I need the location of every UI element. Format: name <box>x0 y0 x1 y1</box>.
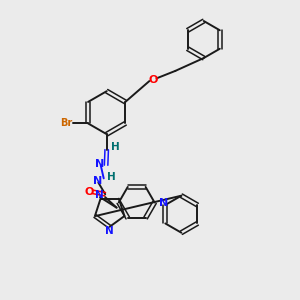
Text: N: N <box>105 226 114 236</box>
Text: O: O <box>148 75 158 85</box>
Text: N: N <box>95 190 103 200</box>
Text: N: N <box>92 176 102 186</box>
Text: N: N <box>159 199 169 208</box>
Text: H: H <box>111 142 119 152</box>
Text: N: N <box>95 159 104 169</box>
Text: O: O <box>84 187 94 197</box>
Text: Br: Br <box>60 118 72 128</box>
Text: H: H <box>107 172 116 182</box>
